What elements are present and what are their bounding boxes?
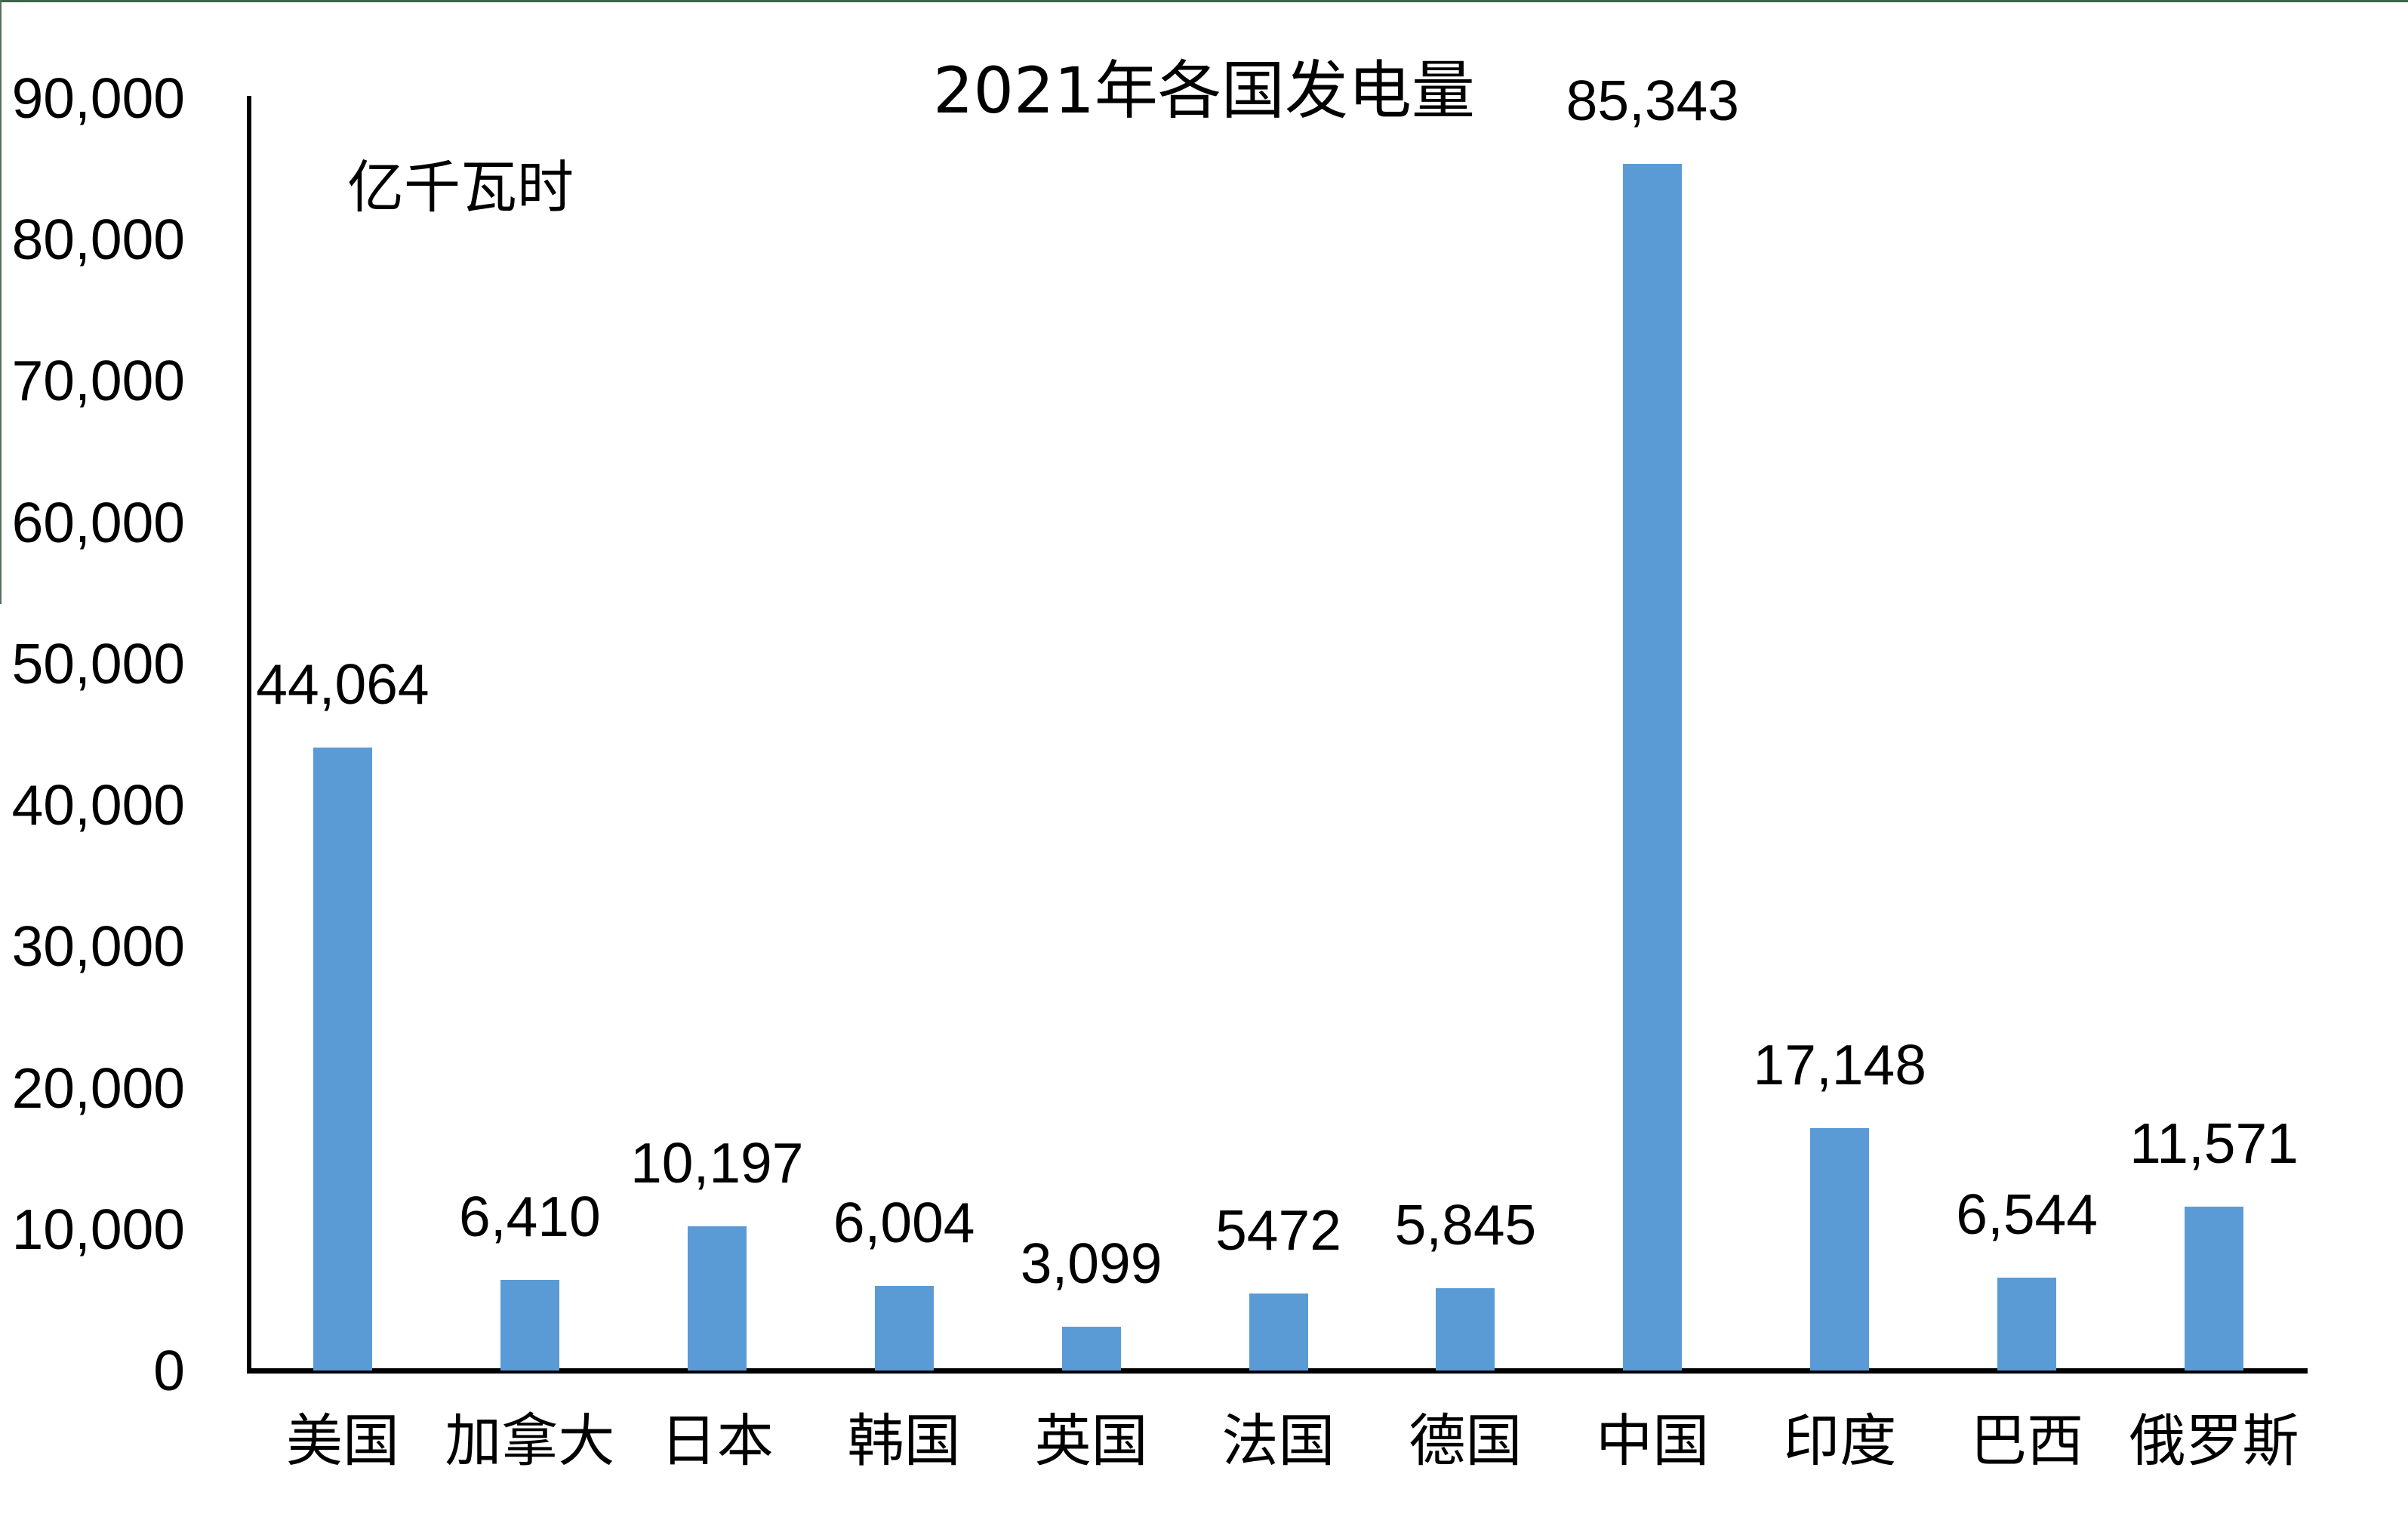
bar-0 [313,748,372,1371]
chart-title: 2021年各国发电量 [933,54,1475,128]
x-axis-category-label: 法国 [1221,1408,1335,1474]
window-left-edge [0,0,2,604]
y-axis-unit-label: 亿千瓦时 [347,154,574,220]
y-axis-tick-label: 60,000 [11,490,185,554]
bar-10 [2185,1207,2244,1371]
x-axis-category-label: 中国 [1596,1408,1710,1474]
bar-2 [687,1226,747,1371]
y-axis-line [247,96,251,1374]
y-axis-tick-label: 70,000 [11,349,185,413]
value-label: 10,197 [630,1131,804,1195]
window-top-edge [0,0,2408,2]
bar-3 [874,1286,934,1371]
x-axis-category-label: 加拿大 [445,1408,615,1474]
x-axis-line [247,1368,2308,1374]
value-label: 3,099 [1020,1232,1162,1295]
value-label: 17,148 [1753,1033,1926,1096]
x-axis-category-label: 巴西 [1970,1408,2084,1474]
value-label: 6,410 [459,1185,601,1248]
x-axis-category-label: 德国 [1409,1408,1523,1474]
x-axis-category-label: 日本 [660,1408,774,1474]
y-axis-tick-label: 80,000 [11,208,185,272]
value-label: 85,343 [1566,69,1740,132]
y-axis-tick-label: 20,000 [11,1056,185,1120]
value-label: 5,845 [1394,1193,1537,1256]
bar-4 [1061,1327,1121,1371]
x-axis-category-label: 美国 [285,1408,399,1474]
x-axis-category-label: 英国 [1034,1408,1148,1474]
y-axis-tick-label: 0 [153,1339,185,1402]
value-label: 5472 [1215,1198,1341,1262]
y-axis-tick-label: 90,000 [11,66,185,130]
x-axis-category-label: 韩国 [847,1408,961,1474]
y-axis-tick-label: 40,000 [11,773,185,837]
bar-8 [1810,1128,1870,1371]
bar-7 [1623,164,1683,1371]
bar-5 [1249,1293,1308,1371]
y-axis-tick-label: 30,000 [11,914,185,979]
x-axis-category-label: 俄罗斯 [2129,1408,2299,1474]
value-label: 44,064 [256,652,430,716]
y-axis-tick-label: 50,000 [11,631,185,695]
value-label: 6,544 [1956,1182,2098,1246]
value-label: 11,571 [2129,1112,2299,1175]
bar-6 [1436,1288,1495,1371]
y-axis-tick-label: 10,000 [11,1197,185,1261]
bar-1 [500,1280,559,1371]
x-axis-category-label: 印度 [1783,1408,1897,1474]
bar-9 [1997,1278,2057,1371]
value-label: 6,004 [833,1191,975,1254]
